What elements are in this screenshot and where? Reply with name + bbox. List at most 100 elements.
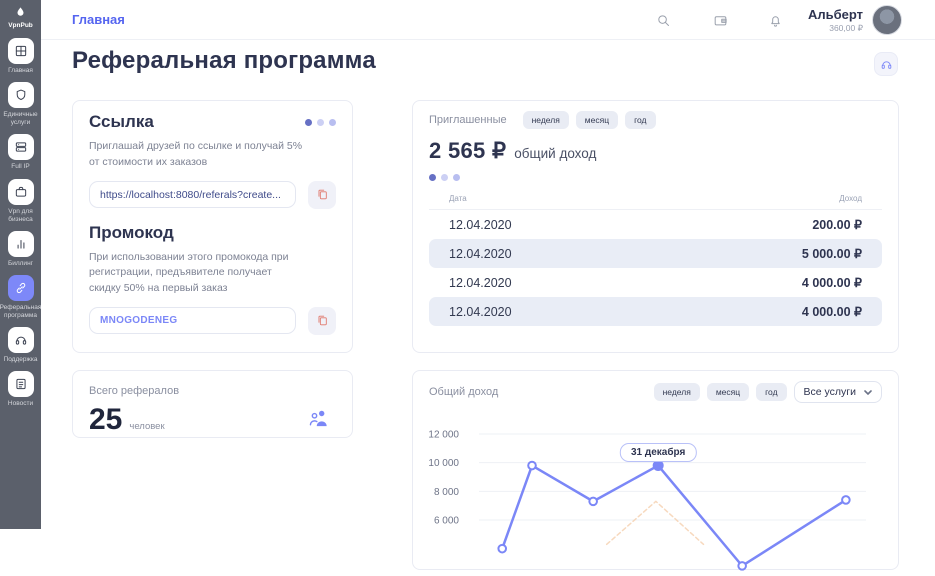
- avatar[interactable]: [872, 5, 902, 35]
- invited-card-title: Приглашенные: [429, 114, 507, 126]
- headphones-icon: [881, 60, 891, 69]
- user-balance: 360,00 ₽: [829, 22, 863, 33]
- referrals-card-title: Всего рефералов: [89, 385, 180, 397]
- link-card: Ссылка Приглашай друзей по ссылке и полу…: [72, 100, 353, 353]
- news-icon: [7, 371, 34, 398]
- sidebar-item-referral-program[interactable]: Реферальная программа: [0, 274, 42, 320]
- breadcrumb[interactable]: Главная: [72, 12, 125, 27]
- search-icon[interactable]: [655, 11, 673, 29]
- sidebar-item-label: Реферальная программа: [0, 303, 42, 319]
- sidebar-item-label: Full IP: [11, 163, 30, 171]
- tab-year[interactable]: год: [625, 111, 656, 129]
- column-header-date: Дата: [449, 194, 467, 203]
- link-description: Приглашай друзей по ссылке и получай 5% …: [89, 140, 303, 168]
- table-body: 12.04.2020 200.00 ₽ 12.04.2020 5 000.00 …: [429, 210, 882, 326]
- row-date: 12.04.2020: [449, 217, 512, 232]
- carousel-dot[interactable]: [305, 118, 312, 126]
- referrals-unit: человек: [129, 421, 165, 432]
- table-row[interactable]: 12.04.2020 200.00 ₽: [429, 210, 882, 239]
- table-row[interactable]: 12.04.2020 4 000.00 ₽: [429, 268, 882, 297]
- grid-icon: [7, 38, 34, 64]
- row-date: 12.04.2020: [449, 246, 512, 261]
- sidebar: VpnPub Главная Единичные услуги Full IP …: [0, 0, 41, 529]
- row-amount: 4 000.00 ₽: [801, 305, 862, 319]
- row-date: 12.04.2020: [449, 275, 512, 290]
- wallet-icon[interactable]: [712, 11, 730, 29]
- sidebar-item-label: Главная: [8, 67, 33, 74]
- tab-week[interactable]: неделя: [653, 383, 700, 401]
- row-amount: 4 000.00 ₽: [801, 276, 862, 290]
- copy-link-button[interactable]: [308, 180, 336, 209]
- service-select-value: Все услуги: [803, 386, 856, 398]
- row-date: 12.04.2020: [449, 304, 512, 319]
- carousel-dot[interactable]: [441, 174, 448, 181]
- link-card-title: Ссылка: [89, 112, 154, 131]
- invited-period-tabs: неделя месяц год: [522, 111, 656, 129]
- promo-title: Промокод: [89, 222, 174, 242]
- table-row[interactable]: 12.04.2020 5 000.00 ₽: [429, 239, 882, 268]
- brand-name: VpnPub: [8, 22, 33, 29]
- promo-code-input[interactable]: MNOGODENEG: [89, 307, 296, 335]
- sidebar-item-billing[interactable]: Биллинг: [0, 230, 41, 268]
- user-name: Альберт: [807, 6, 863, 22]
- sidebar-item-full-ip[interactable]: Full IP: [0, 134, 41, 171]
- people-icon: [308, 409, 330, 432]
- support-button[interactable]: [874, 52, 898, 76]
- carousel-dots: [429, 174, 882, 181]
- user-menu[interactable]: Альберт 360,00 ₽: [808, 7, 863, 34]
- copy-promo-button[interactable]: [308, 306, 336, 335]
- tab-month[interactable]: месяц: [706, 383, 750, 401]
- table-header-row: Дата Доход: [429, 190, 882, 210]
- brand-logo[interactable]: VpnPub: [8, 5, 33, 29]
- sidebar-item-home[interactable]: Главная: [0, 38, 41, 75]
- referral-link-input[interactable]: https://localhost:8080/referals?create..…: [89, 181, 296, 208]
- svg-text:6 000: 6 000: [434, 516, 459, 527]
- sidebar-item-label: Vpn для бизнеса: [8, 207, 33, 223]
- sidebar-item-label: Поддержка: [3, 356, 38, 364]
- sidebar-item-vpn-business[interactable]: Vpn для бизнеса: [0, 178, 41, 224]
- service-select[interactable]: Все услуги: [793, 381, 882, 403]
- table-row[interactable]: 12.04.2020 4 000.00 ₽: [429, 297, 882, 326]
- server-icon: [7, 134, 34, 161]
- sidebar-item-news[interactable]: Новости: [0, 371, 41, 408]
- sidebar-item-label: Новости: [7, 400, 34, 408]
- sidebar-item-label: Единичные услуги: [3, 111, 38, 127]
- chart-card-title: Общий доход: [429, 386, 499, 398]
- copy-icon: [318, 315, 327, 326]
- income-line-chart[interactable]: 12 000 10 000 8 000 6 000 31 декабря: [413, 411, 900, 571]
- total-income-label: общий доход: [514, 146, 597, 161]
- row-amount: 200.00 ₽: [812, 218, 862, 232]
- link-icon: [7, 274, 34, 301]
- bell-icon[interactable]: [767, 11, 785, 29]
- invited-card: Приглашенные неделя месяц год 2 565 ₽ об…: [412, 100, 899, 353]
- carousel-dot[interactable]: [329, 118, 336, 126]
- briefcase-icon: [7, 178, 34, 205]
- promo-description: При использовании этого промокода при ре…: [89, 250, 289, 295]
- column-header-income: Доход: [839, 194, 862, 203]
- referrals-count: 25: [89, 403, 123, 436]
- headphones-icon: [7, 327, 34, 354]
- sidebar-nav: Главная Единичные услуги Full IP Vpn для…: [0, 38, 41, 415]
- drop-icon: [17, 7, 24, 16]
- tab-month[interactable]: месяц: [575, 111, 619, 129]
- svg-text:10 000: 10 000: [428, 458, 459, 469]
- sidebar-item-label: Биллинг: [7, 259, 34, 267]
- tab-year[interactable]: год: [756, 383, 787, 401]
- tab-week[interactable]: неделя: [522, 111, 569, 129]
- carousel-dot[interactable]: [317, 118, 324, 126]
- svg-text:12 000: 12 000: [428, 430, 459, 441]
- carousel-dot[interactable]: [453, 174, 460, 181]
- chart-tooltip: 31 декабря: [619, 442, 697, 462]
- chevron-down-icon: [864, 389, 872, 395]
- chart-period-tabs: неделя месяц год Все услуги: [653, 381, 882, 403]
- main-content: Главная Альберт 360,00 ₽ Реферальная про…: [41, 0, 935, 571]
- sidebar-item-support[interactable]: Поддержка: [0, 327, 41, 364]
- copy-icon: [318, 189, 327, 200]
- sidebar-item-single-services[interactable]: Единичные услуги: [0, 82, 41, 127]
- income-table: Дата Доход 12.04.2020 200.00 ₽ 12.04.202…: [429, 190, 882, 326]
- carousel-dots: [305, 118, 336, 126]
- carousel-dot[interactable]: [429, 174, 436, 181]
- shield-icon: [7, 82, 34, 109]
- row-amount: 5 000.00 ₽: [801, 247, 862, 261]
- topbar-actions: Альберт 360,00 ₽: [655, 0, 902, 40]
